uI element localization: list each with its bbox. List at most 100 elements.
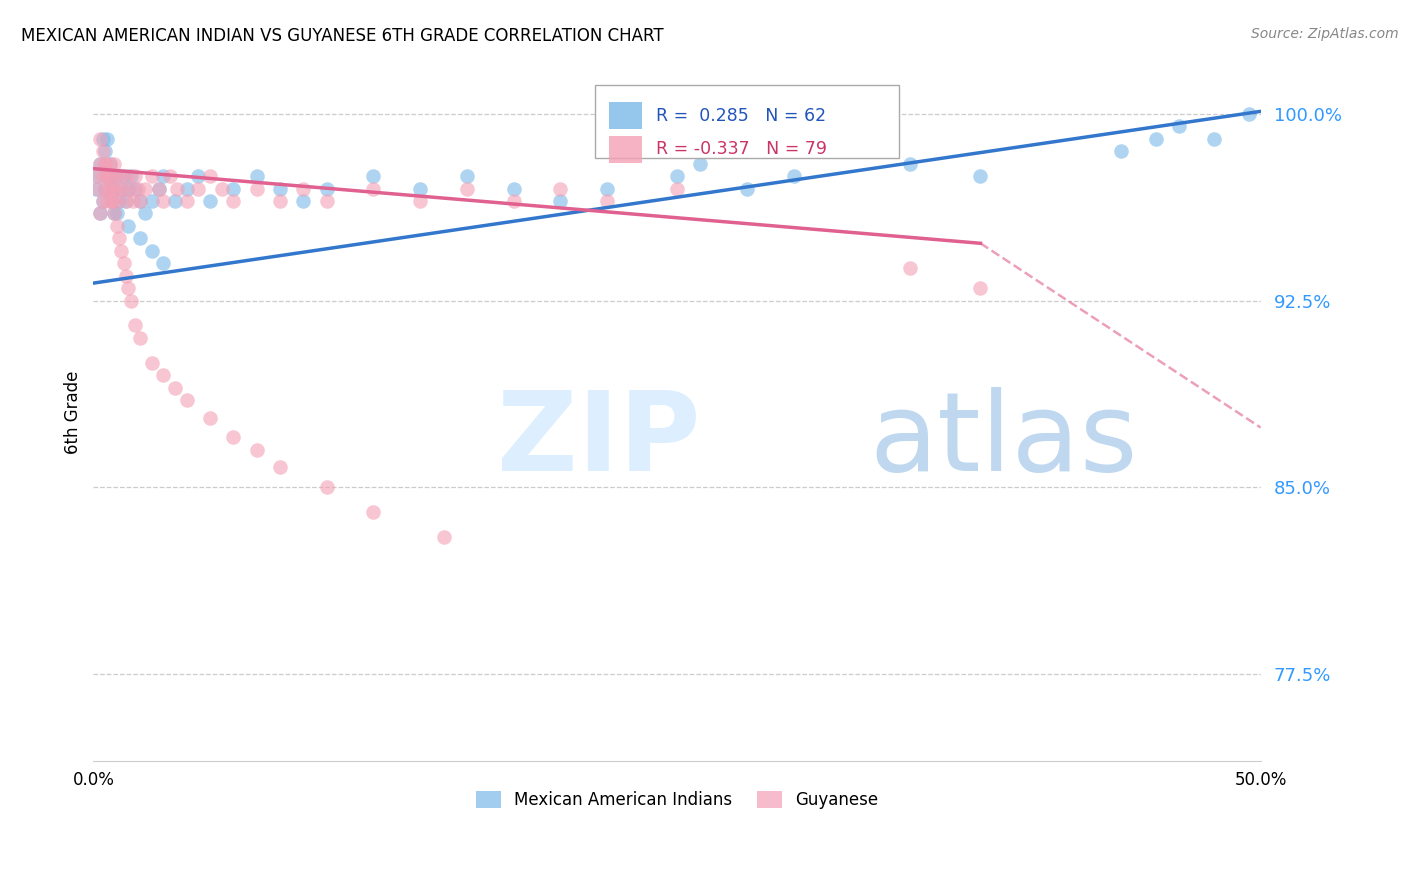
Point bbox=[89, 206, 111, 220]
Point bbox=[122, 194, 145, 208]
Point bbox=[148, 181, 170, 195]
Point bbox=[315, 181, 337, 195]
Point bbox=[117, 281, 139, 295]
Text: R = -0.337   N = 79: R = -0.337 N = 79 bbox=[657, 140, 827, 159]
Point bbox=[120, 293, 142, 308]
Point bbox=[152, 368, 174, 383]
Point bbox=[98, 156, 121, 170]
Point bbox=[548, 194, 571, 208]
Point bbox=[117, 181, 139, 195]
Point bbox=[211, 181, 233, 195]
Point bbox=[94, 156, 117, 170]
Point bbox=[115, 194, 138, 208]
Point bbox=[91, 169, 114, 183]
Point bbox=[269, 194, 291, 208]
Point bbox=[176, 181, 198, 195]
Point bbox=[900, 261, 922, 276]
Point bbox=[363, 505, 385, 519]
Point bbox=[129, 331, 152, 345]
Point bbox=[198, 194, 221, 208]
FancyBboxPatch shape bbox=[609, 103, 643, 129]
Point bbox=[89, 156, 111, 170]
Point bbox=[103, 206, 125, 220]
Point bbox=[152, 256, 174, 270]
Point bbox=[96, 169, 118, 183]
Point bbox=[134, 206, 156, 220]
Point bbox=[101, 194, 124, 208]
Point bbox=[129, 231, 152, 245]
Point bbox=[222, 194, 245, 208]
Point bbox=[269, 460, 291, 475]
Point bbox=[187, 169, 209, 183]
Point bbox=[91, 194, 114, 208]
Point bbox=[409, 194, 432, 208]
Point bbox=[115, 268, 138, 283]
Point bbox=[292, 194, 315, 208]
Point bbox=[830, 132, 852, 146]
Point bbox=[108, 181, 131, 195]
Point bbox=[110, 181, 132, 195]
Point bbox=[103, 156, 125, 170]
Point bbox=[148, 181, 170, 195]
Point bbox=[969, 169, 991, 183]
Legend: Mexican American Indians, Guyanese: Mexican American Indians, Guyanese bbox=[468, 784, 886, 815]
Point bbox=[1237, 107, 1260, 121]
Point bbox=[120, 181, 142, 195]
Text: ZIP: ZIP bbox=[496, 387, 700, 494]
Point bbox=[87, 169, 110, 183]
FancyBboxPatch shape bbox=[595, 85, 898, 158]
Point bbox=[108, 231, 131, 245]
Point bbox=[98, 181, 121, 195]
Point bbox=[98, 181, 121, 195]
Point bbox=[84, 181, 107, 195]
Point bbox=[222, 181, 245, 195]
Point bbox=[91, 132, 114, 146]
Point bbox=[124, 318, 146, 333]
Point bbox=[713, 144, 735, 158]
Point bbox=[120, 169, 142, 183]
FancyBboxPatch shape bbox=[609, 136, 643, 162]
Point bbox=[112, 256, 135, 270]
Point bbox=[129, 194, 152, 208]
Point bbox=[87, 181, 110, 195]
Point bbox=[163, 194, 186, 208]
Point bbox=[246, 442, 269, 457]
Point bbox=[222, 430, 245, 444]
Point bbox=[665, 169, 688, 183]
Point bbox=[1109, 144, 1132, 158]
Point bbox=[269, 181, 291, 195]
Text: R =  0.285   N = 62: R = 0.285 N = 62 bbox=[657, 107, 827, 125]
Point bbox=[198, 169, 221, 183]
Point bbox=[246, 169, 269, 183]
Point bbox=[112, 181, 135, 195]
Point bbox=[141, 194, 163, 208]
Point bbox=[105, 206, 128, 220]
Point bbox=[103, 181, 125, 195]
Point bbox=[502, 194, 524, 208]
Point bbox=[105, 194, 128, 208]
Point bbox=[163, 381, 186, 395]
Y-axis label: 6th Grade: 6th Grade bbox=[65, 371, 82, 454]
Point bbox=[152, 194, 174, 208]
Point bbox=[735, 181, 758, 195]
Point bbox=[94, 156, 117, 170]
Point bbox=[124, 169, 146, 183]
Text: MEXICAN AMERICAN INDIAN VS GUYANESE 6TH GRADE CORRELATION CHART: MEXICAN AMERICAN INDIAN VS GUYANESE 6TH … bbox=[21, 27, 664, 45]
Point bbox=[105, 169, 128, 183]
Point bbox=[91, 144, 114, 158]
Point bbox=[101, 169, 124, 183]
Point bbox=[134, 181, 156, 195]
Point bbox=[105, 169, 128, 183]
Point bbox=[105, 219, 128, 233]
Point bbox=[176, 194, 198, 208]
Point bbox=[432, 530, 454, 544]
Point bbox=[103, 181, 125, 195]
Point bbox=[141, 356, 163, 370]
Point bbox=[94, 181, 117, 195]
Point bbox=[117, 169, 139, 183]
Point bbox=[110, 169, 132, 183]
Point bbox=[129, 194, 152, 208]
Point bbox=[409, 181, 432, 195]
Point bbox=[665, 181, 688, 195]
Point bbox=[969, 281, 991, 295]
